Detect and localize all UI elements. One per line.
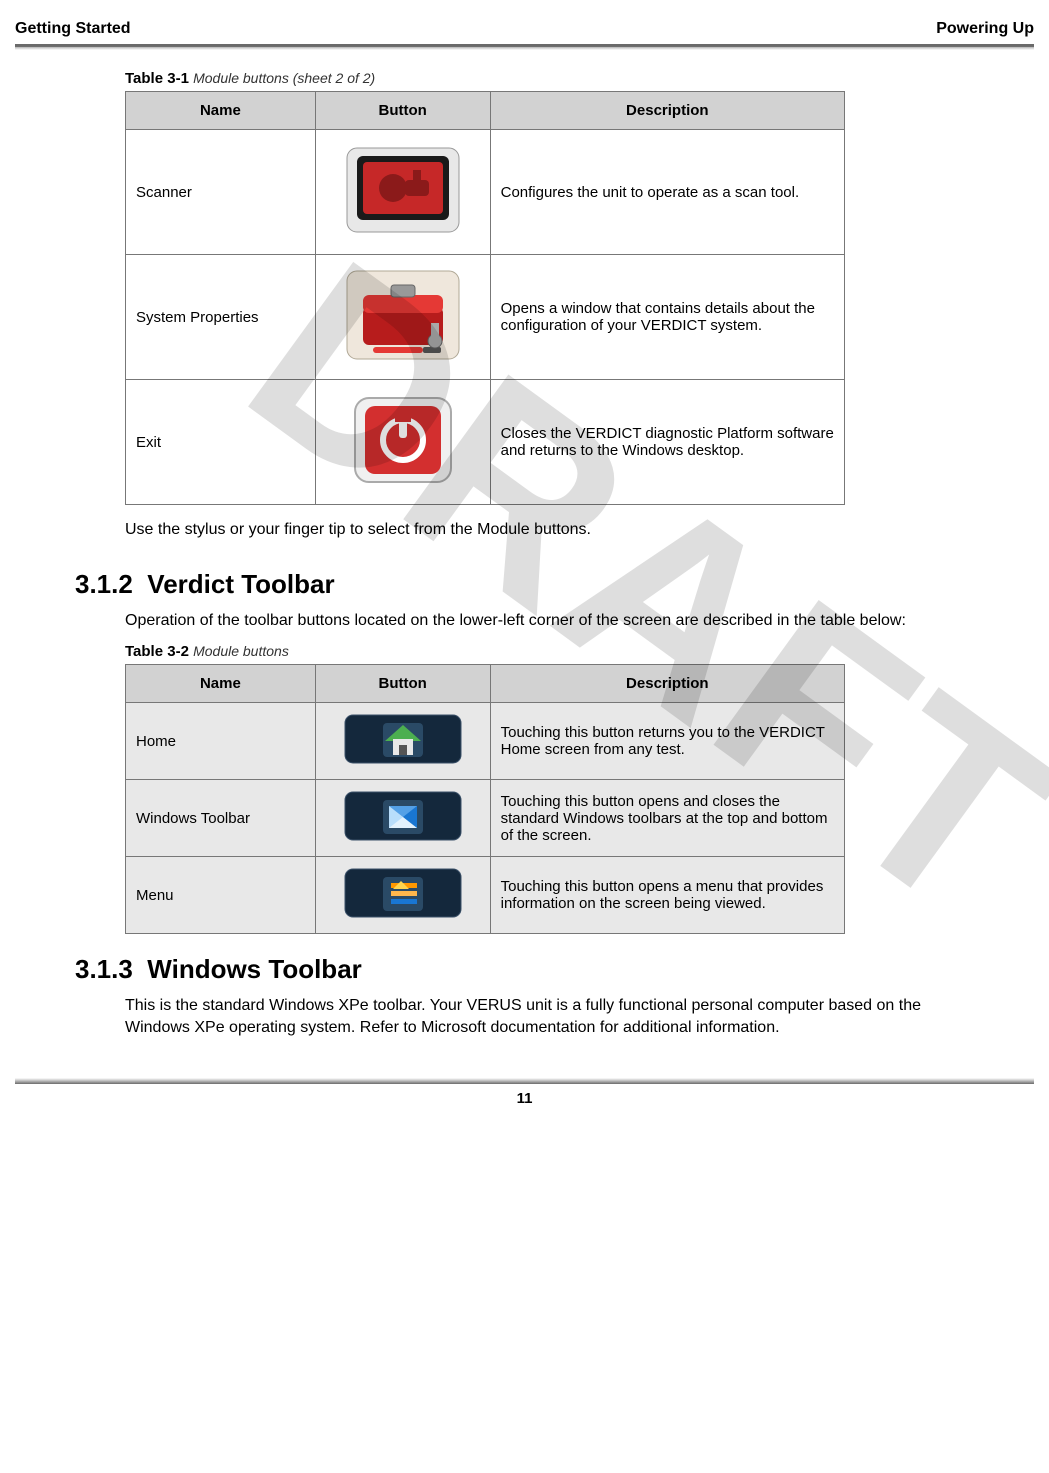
table2-r1-name: Windows Toolbar	[126, 780, 316, 857]
para-windows-toolbar: This is the standard Windows XPe toolbar…	[125, 995, 974, 1038]
table2-r0-name: Home	[126, 703, 316, 780]
table1: Name Button Description Scanner	[125, 91, 845, 505]
table2-r0-button	[315, 703, 490, 780]
table2-r2-name: Menu	[126, 857, 316, 934]
footer-rule	[15, 1078, 1034, 1084]
power-icon	[343, 390, 463, 494]
section-312-title: Verdict Toolbar	[147, 569, 334, 599]
table1-r0-button	[315, 130, 490, 255]
table2-th-button: Button	[315, 665, 490, 703]
section-313-title: Windows Toolbar	[147, 954, 362, 984]
home-icon	[343, 713, 463, 769]
table2-r2-desc: Touching this button opens a menu that p…	[490, 857, 844, 934]
table1-r1-desc: Opens a window that contains details abo…	[490, 255, 844, 380]
table2-caption: Table 3-2 Module buttons	[125, 643, 974, 660]
table1-r1-button	[315, 255, 490, 380]
table1-r1-name: System Properties	[126, 255, 316, 380]
scanner-icon	[343, 140, 463, 244]
table2-caption-text: Module buttons	[193, 643, 289, 659]
section-312-heading: 3.1.2 Verdict Toolbar	[75, 569, 974, 600]
table1-th-desc: Description	[490, 92, 844, 130]
table2-th-name: Name	[126, 665, 316, 703]
para-toolbar-intro: Operation of the toolbar buttons located…	[125, 610, 974, 632]
table1-r0-desc: Configures the unit to operate as a scan…	[490, 130, 844, 255]
table2-caption-num: Table 3-2	[125, 643, 189, 660]
table1-caption-num: Table 3-1	[125, 70, 189, 87]
header-left: Getting Started	[15, 20, 131, 38]
section-312-num: 3.1.2	[75, 569, 133, 599]
table2-r1-desc: Touching this button opens and closes th…	[490, 780, 844, 857]
windows-toolbar-icon	[343, 790, 463, 846]
header-rule	[15, 44, 1034, 50]
para-stylus: Use the stylus or your finger tip to sel…	[125, 519, 974, 541]
table2: Name Button Description Home	[125, 664, 845, 934]
table2-r0-desc: Touching this button returns you to the …	[490, 703, 844, 780]
table1-caption: Table 3-1 Module buttons (sheet 2 of 2)	[125, 70, 974, 87]
menu-icon	[343, 867, 463, 923]
table1-th-name: Name	[126, 92, 316, 130]
toolbox-icon	[343, 265, 463, 369]
table1-th-button: Button	[315, 92, 490, 130]
table1-r2-button	[315, 380, 490, 505]
table2-r1-button	[315, 780, 490, 857]
table2-r2-button	[315, 857, 490, 934]
table1-r2-desc: Closes the VERDICT diagnostic Platform s…	[490, 380, 844, 505]
table1-caption-text: Module buttons (sheet 2 of 2)	[193, 70, 375, 86]
section-313-heading: 3.1.3 Windows Toolbar	[75, 954, 974, 985]
table2-th-desc: Description	[490, 665, 844, 703]
header-right: Powering Up	[936, 20, 1034, 38]
section-313-num: 3.1.3	[75, 954, 133, 984]
page-number: 11	[15, 1090, 1034, 1107]
table1-r0-name: Scanner	[126, 130, 316, 255]
table1-r2-name: Exit	[126, 380, 316, 505]
